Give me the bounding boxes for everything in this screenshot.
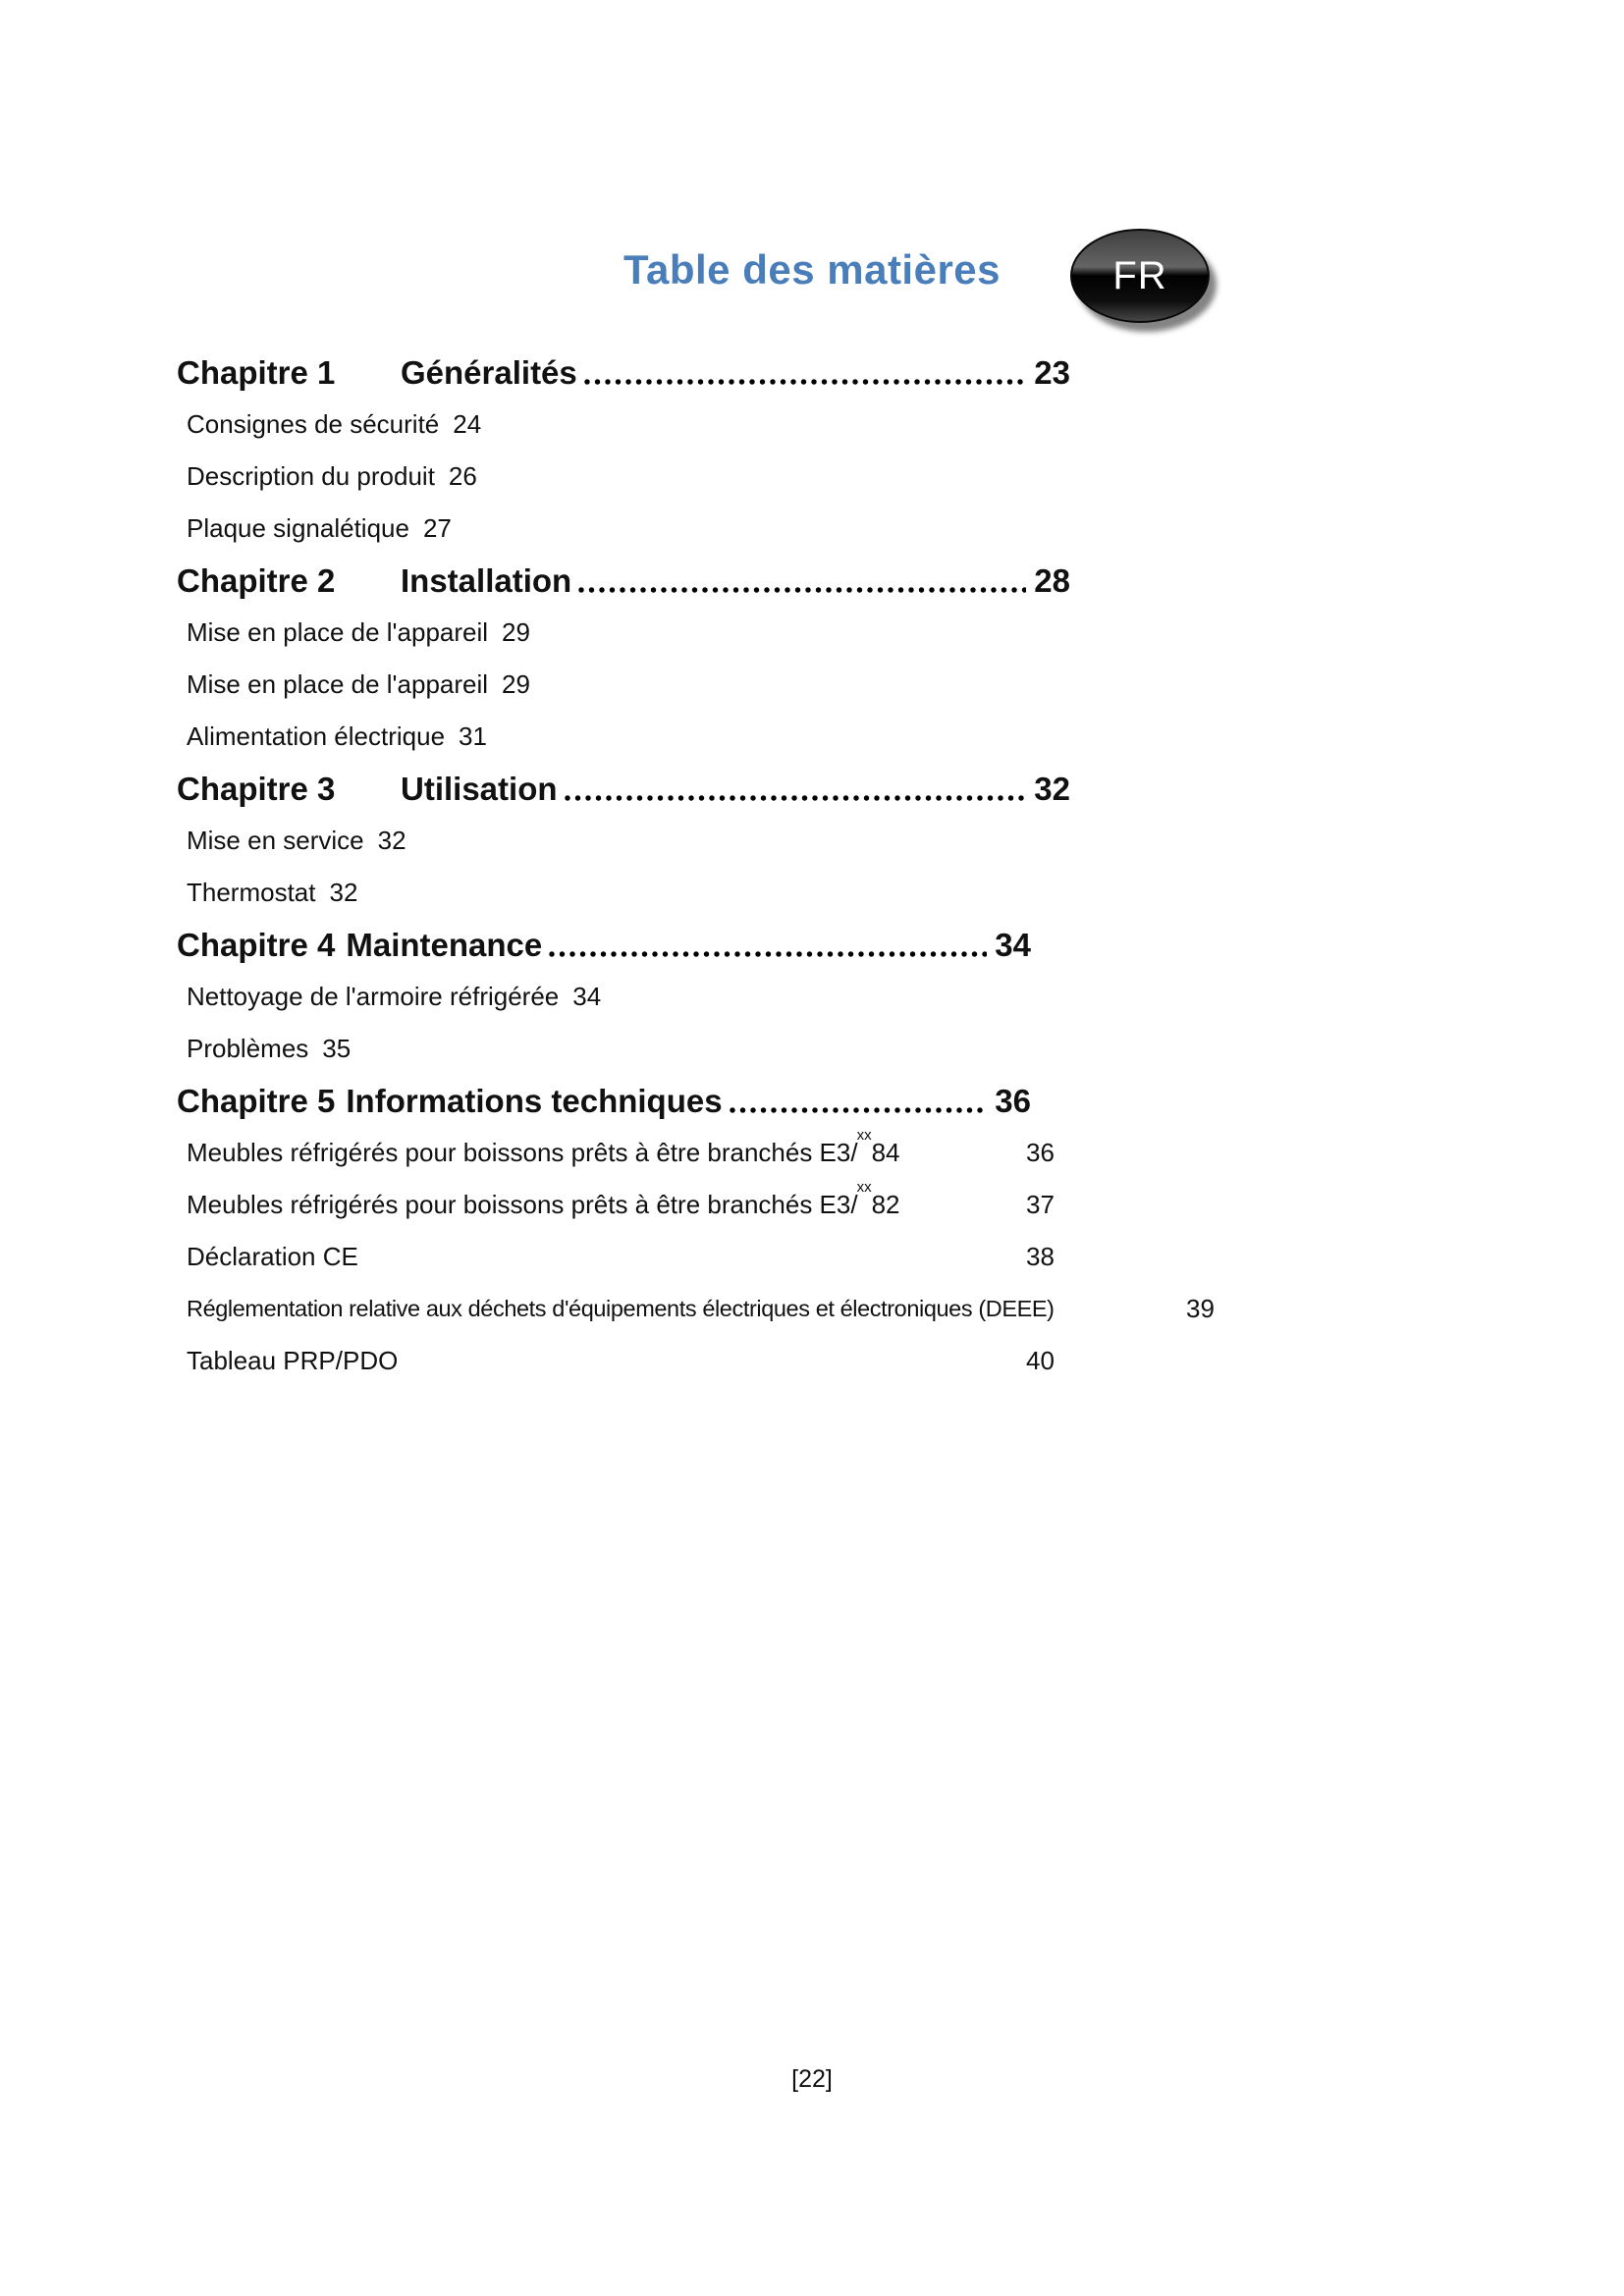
entry-page-number: 32 <box>377 826 406 855</box>
chapter-title: Utilisation <box>401 770 558 807</box>
chapter-label: Chapitre 3 <box>177 770 336 807</box>
toc-chapter-row: Chapitre 2 Installation 28 <box>177 555 1070 607</box>
chapter-title: Informations techniques <box>346 1082 723 1119</box>
entry-page-number: 37 <box>1026 1190 1055 1219</box>
entry-label: Mise en service <box>187 826 364 855</box>
chapter-label: Chapitre 1 <box>177 353 336 391</box>
entry-page-number: 39 <box>1186 1294 1215 1323</box>
toc-entry-row: Réglementation relative aux déchets d'éq… <box>187 1283 1215 1335</box>
entry-page-number: 24 <box>453 409 482 439</box>
entry-page-number: 34 <box>572 982 602 1011</box>
entry-page-number: 31 <box>459 721 487 751</box>
toc-chapter-row: Chapitre 5 Informations techniques 36 <box>177 1075 1070 1127</box>
entry-page-number: 40 <box>1026 1346 1055 1375</box>
language-badge-label: FR <box>1112 253 1167 297</box>
toc-entry-row: Tableau PRP/PDO 40 <box>187 1335 1070 1387</box>
chapter-label: Chapitre 4 <box>177 926 336 963</box>
chapter-page-number: 28 <box>1034 561 1070 599</box>
entry-label: Description du produit <box>187 461 435 491</box>
entry-page-number: 29 <box>502 669 530 699</box>
chapter-page-number: 36 <box>995 1082 1031 1119</box>
page-title: Table des matières <box>623 246 1001 293</box>
chapter-page-number: 23 <box>1034 353 1070 391</box>
entry-label: Plaque signalétique <box>187 513 409 543</box>
toc-entry-row: Thermostat 32 <box>187 867 1070 919</box>
entry-label: Réglementation relative aux déchets d'éq… <box>187 1296 1055 1321</box>
toc-entry-row: Alimentation électrique 31 <box>187 711 1070 763</box>
entry-page-number: 32 <box>329 878 358 907</box>
entry-label: Problèmes <box>187 1034 309 1063</box>
chapter-title: Maintenance <box>346 926 543 963</box>
entry-label: Consignes de sécurité <box>187 409 440 439</box>
toc-entry-row: Consignes de sécurité 24 <box>187 399 1070 451</box>
entry-page-number: 26 <box>448 461 477 491</box>
entry-label: Meubles réfrigérés pour boissons prêts à… <box>187 1179 900 1219</box>
toc-chapter-row: Chapitre 3 Utilisation 32 <box>177 763 1070 815</box>
toc-entry-row: Déclaration CE 38 <box>187 1231 1070 1283</box>
chapter-title: Généralités <box>401 353 577 391</box>
superscript-xx: xx <box>856 1127 872 1145</box>
toc-entry-row: Description du produit 26 <box>187 451 1070 503</box>
toc-entry-row: Meubles réfrigérés pour boissons prêts à… <box>187 1179 1070 1231</box>
toc-entry-row: Meubles réfrigérés pour boissons prêts à… <box>187 1127 1070 1179</box>
entry-page-number: 38 <box>1026 1242 1055 1271</box>
toc-entry-row: Mise en place de l'appareil 29 <box>187 659 1070 711</box>
chapter-page-number: 32 <box>1034 770 1070 807</box>
chapter-label: Chapitre 2 <box>177 561 336 599</box>
dot-leader <box>549 950 988 957</box>
table-of-contents: Chapitre 1 Généralités 23 Consignes de s… <box>177 347 1215 1387</box>
entry-page-number: 36 <box>1026 1138 1055 1167</box>
dot-leader <box>578 586 1027 593</box>
language-badge: FR <box>1070 229 1210 323</box>
entry-page-number: 35 <box>322 1034 352 1063</box>
toc-entry-row: Plaque signalétique 27 <box>187 503 1070 555</box>
entry-page-number: 29 <box>502 617 530 647</box>
toc-entry-row: Problèmes 35 <box>187 1023 1070 1075</box>
entry-label: Déclaration CE <box>187 1242 358 1271</box>
entry-label: Meubles réfrigérés pour boissons prêts à… <box>187 1127 900 1167</box>
superscript-xx: xx <box>856 1179 872 1197</box>
entry-label: Nettoyage de l'armoire réfrigérée <box>187 982 560 1011</box>
entry-label: Thermostat <box>187 878 316 907</box>
entry-label: Tableau PRP/PDO <box>187 1346 399 1375</box>
toc-entry-row: Mise en place de l'appareil 29 <box>187 607 1070 659</box>
chapter-title: Installation <box>401 561 572 599</box>
entry-label: Alimentation électrique <box>187 721 446 751</box>
entry-label: Mise en place de l'appareil <box>187 617 489 647</box>
chapter-page-number: 34 <box>995 926 1031 963</box>
dot-leader <box>564 794 1027 801</box>
toc-chapter-row: Chapitre 4 Maintenance 34 <box>177 919 1070 971</box>
toc-chapter-row: Chapitre 1 Généralités 23 <box>177 347 1070 399</box>
dot-leader <box>583 378 1027 385</box>
toc-entry-row: Mise en service 32 <box>187 815 1070 867</box>
dot-leader <box>729 1106 988 1113</box>
chapter-label: Chapitre 5 <box>177 1082 336 1119</box>
toc-entry-row: Nettoyage de l'armoire réfrigérée 34 <box>187 971 1070 1023</box>
entry-label: Mise en place de l'appareil <box>187 669 489 699</box>
footer-page-number: [22] <box>791 2065 833 2093</box>
entry-page-number: 27 <box>422 513 452 543</box>
